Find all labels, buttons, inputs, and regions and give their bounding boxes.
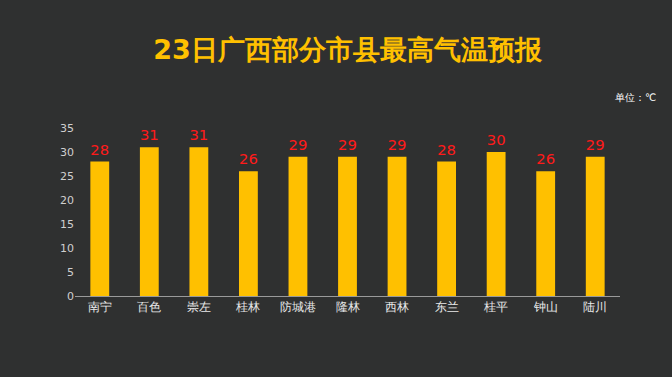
- svg-text:桂林: 桂林: [235, 300, 260, 314]
- svg-text:陆川: 陆川: [583, 300, 607, 314]
- svg-text:31: 31: [189, 126, 208, 143]
- svg-text:29: 29: [289, 136, 308, 153]
- svg-text:20: 20: [60, 194, 74, 207]
- svg-text:钟山: 钟山: [533, 300, 558, 314]
- svg-text:29: 29: [388, 136, 407, 153]
- svg-text:31: 31: [140, 126, 159, 143]
- svg-text:15: 15: [60, 218, 74, 231]
- svg-text:5: 5: [67, 266, 74, 279]
- svg-text:防城港: 防城港: [280, 300, 316, 314]
- svg-text:30: 30: [60, 146, 74, 159]
- svg-text:桂平: 桂平: [483, 300, 508, 314]
- svg-text:23日广西部分市县最高气温预报: 23日广西部分市县最高气温预报: [153, 34, 543, 65]
- svg-text:崇左: 崇左: [187, 300, 211, 314]
- svg-text:南宁: 南宁: [88, 300, 112, 314]
- svg-text:25: 25: [60, 170, 74, 183]
- svg-text:30: 30: [487, 131, 506, 148]
- svg-text:0: 0: [67, 290, 74, 303]
- svg-text:西林: 西林: [385, 300, 409, 314]
- svg-text:28: 28: [437, 141, 456, 158]
- svg-text:35: 35: [60, 122, 74, 135]
- svg-text:10: 10: [60, 242, 74, 255]
- svg-text:东兰: 东兰: [435, 300, 459, 314]
- svg-text:29: 29: [338, 136, 357, 153]
- svg-text:26: 26: [536, 150, 555, 167]
- svg-text:单位：℃: 单位：℃: [615, 92, 656, 103]
- svg-text:百色: 百色: [137, 300, 161, 314]
- svg-text:隆林: 隆林: [336, 300, 360, 314]
- svg-text:29: 29: [586, 136, 605, 153]
- svg-text:28: 28: [90, 141, 109, 158]
- svg-text:26: 26: [239, 150, 258, 167]
